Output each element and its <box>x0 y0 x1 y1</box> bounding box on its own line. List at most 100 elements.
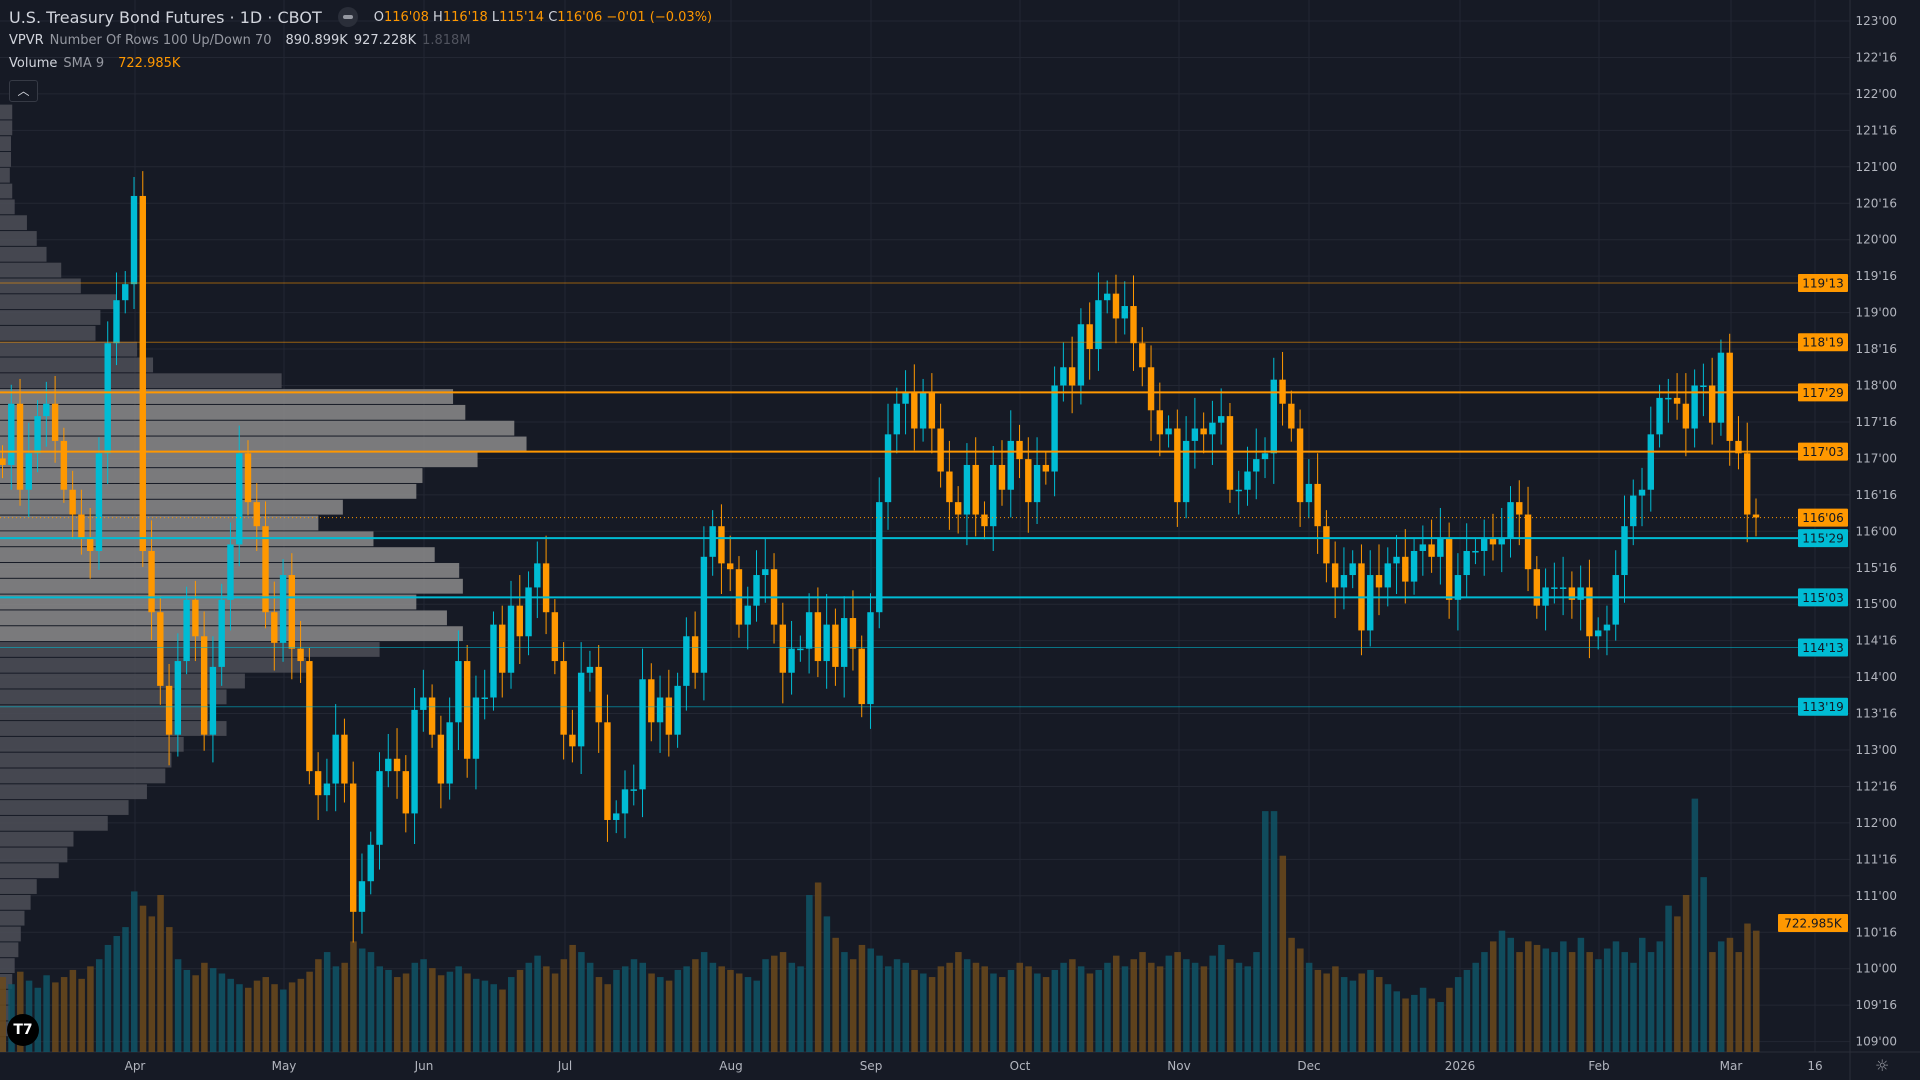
candle <box>1744 422 1751 543</box>
volume-bar <box>1542 948 1550 1052</box>
tradingview-logo[interactable]: T7 <box>7 1014 39 1046</box>
candle-body <box>990 464 997 527</box>
volume-bar <box>586 962 594 1052</box>
candle <box>1454 553 1462 631</box>
volume-bar <box>1446 987 1453 1052</box>
close-label: C <box>548 9 558 25</box>
volume-bar <box>1411 994 1418 1052</box>
volume-profile-row <box>0 483 417 499</box>
candle <box>577 642 585 775</box>
candle <box>1700 363 1707 417</box>
candle <box>1235 470 1242 515</box>
candle <box>840 596 848 698</box>
candle <box>1121 281 1128 335</box>
candle-body <box>569 734 576 747</box>
volume-bar <box>499 989 506 1052</box>
candle <box>86 507 94 579</box>
volume-bar <box>376 966 384 1052</box>
candle-body <box>1384 563 1391 588</box>
candle <box>1568 571 1576 619</box>
candle-body <box>1410 550 1418 582</box>
volume-bar <box>1533 944 1541 1052</box>
volume-bar <box>700 952 708 1052</box>
volume-bar <box>1323 973 1330 1052</box>
candle-body <box>1472 550 1479 553</box>
price-level-badge <box>1798 588 1848 607</box>
volume-bar <box>1358 973 1365 1052</box>
candle-body <box>972 464 979 515</box>
volume-bar <box>849 959 857 1052</box>
candle <box>1025 437 1032 533</box>
volume-bar <box>832 937 839 1052</box>
candle <box>490 611 497 711</box>
volume-bar <box>771 955 778 1052</box>
candle-body <box>674 685 681 735</box>
volume-bar <box>157 894 164 1052</box>
candle-body <box>586 666 594 673</box>
candle-body <box>840 618 848 667</box>
volume-bar <box>683 966 690 1052</box>
candle-body <box>113 300 120 344</box>
candle-body <box>1139 343 1146 368</box>
hide-icon[interactable] <box>337 7 358 27</box>
candle-body <box>1314 483 1321 527</box>
volume-bar <box>122 927 129 1052</box>
candle-body <box>463 661 471 759</box>
collapse-legend-button[interactable]: ︿ <box>9 80 38 102</box>
candle-body <box>1156 410 1164 435</box>
symbol-title[interactable]: U.S. Treasury Bond Futures · 1D · CBOT <box>9 7 322 27</box>
candle-body <box>209 666 217 735</box>
price-tick-label: 123'00 <box>1856 14 1897 28</box>
price-tick-label: 120'00 <box>1856 233 1897 247</box>
candle <box>69 470 76 540</box>
volume-bar <box>990 973 997 1052</box>
candle-body <box>525 587 532 637</box>
candle <box>648 663 655 742</box>
candle <box>1217 388 1225 445</box>
candle <box>1042 451 1050 485</box>
candle <box>1481 519 1488 576</box>
price-level-label: 117'03 <box>1802 445 1843 459</box>
volume-bar <box>1437 1002 1444 1052</box>
volume-params: SMA 9 <box>63 56 105 71</box>
volume-bar <box>1130 959 1138 1052</box>
volume-bar <box>1481 952 1488 1052</box>
volume-bar <box>1060 962 1067 1052</box>
volume-bar <box>1463 969 1471 1052</box>
candle-body <box>104 343 111 454</box>
volume-legend[interactable]: Volume SMA 9 722.985K <box>9 56 180 71</box>
settings-icon[interactable]: ☼ <box>1875 1056 1890 1075</box>
candle-body <box>1270 379 1277 454</box>
candle <box>183 586 190 675</box>
candle-body <box>858 648 865 705</box>
candle <box>1603 605 1611 656</box>
candle <box>1533 556 1541 619</box>
candle-body <box>227 544 234 600</box>
candle <box>788 620 795 695</box>
low-value: 115'14 <box>499 9 545 25</box>
price-tick-label: 122'00 <box>1856 87 1897 101</box>
high-value: 116'18 <box>442 9 488 25</box>
volume-bar <box>113 936 120 1052</box>
volume-bar <box>841 952 848 1052</box>
volume-bar <box>1305 962 1313 1052</box>
candle-body <box>823 624 830 662</box>
volume-bar <box>1069 959 1076 1052</box>
candle-body <box>648 679 655 723</box>
volume-bar <box>1639 937 1646 1052</box>
candle <box>1682 373 1690 457</box>
candle-body <box>1340 575 1348 588</box>
open-label: O <box>373 9 384 25</box>
price-level-label: 115'03 <box>1802 591 1843 605</box>
volume-bar <box>1270 811 1278 1052</box>
candle <box>1402 529 1409 604</box>
candle <box>1261 437 1269 479</box>
volume-bar <box>665 980 673 1052</box>
volume-bar <box>1139 952 1146 1052</box>
volume-profile-row <box>0 752 172 768</box>
candle <box>1612 550 1619 641</box>
candle-body <box>1586 587 1593 637</box>
close-value: 116'06 <box>557 9 603 25</box>
vpvr-legend[interactable]: VPVR Number Of Rows 100 Up/Down 70 890.8… <box>9 33 471 48</box>
